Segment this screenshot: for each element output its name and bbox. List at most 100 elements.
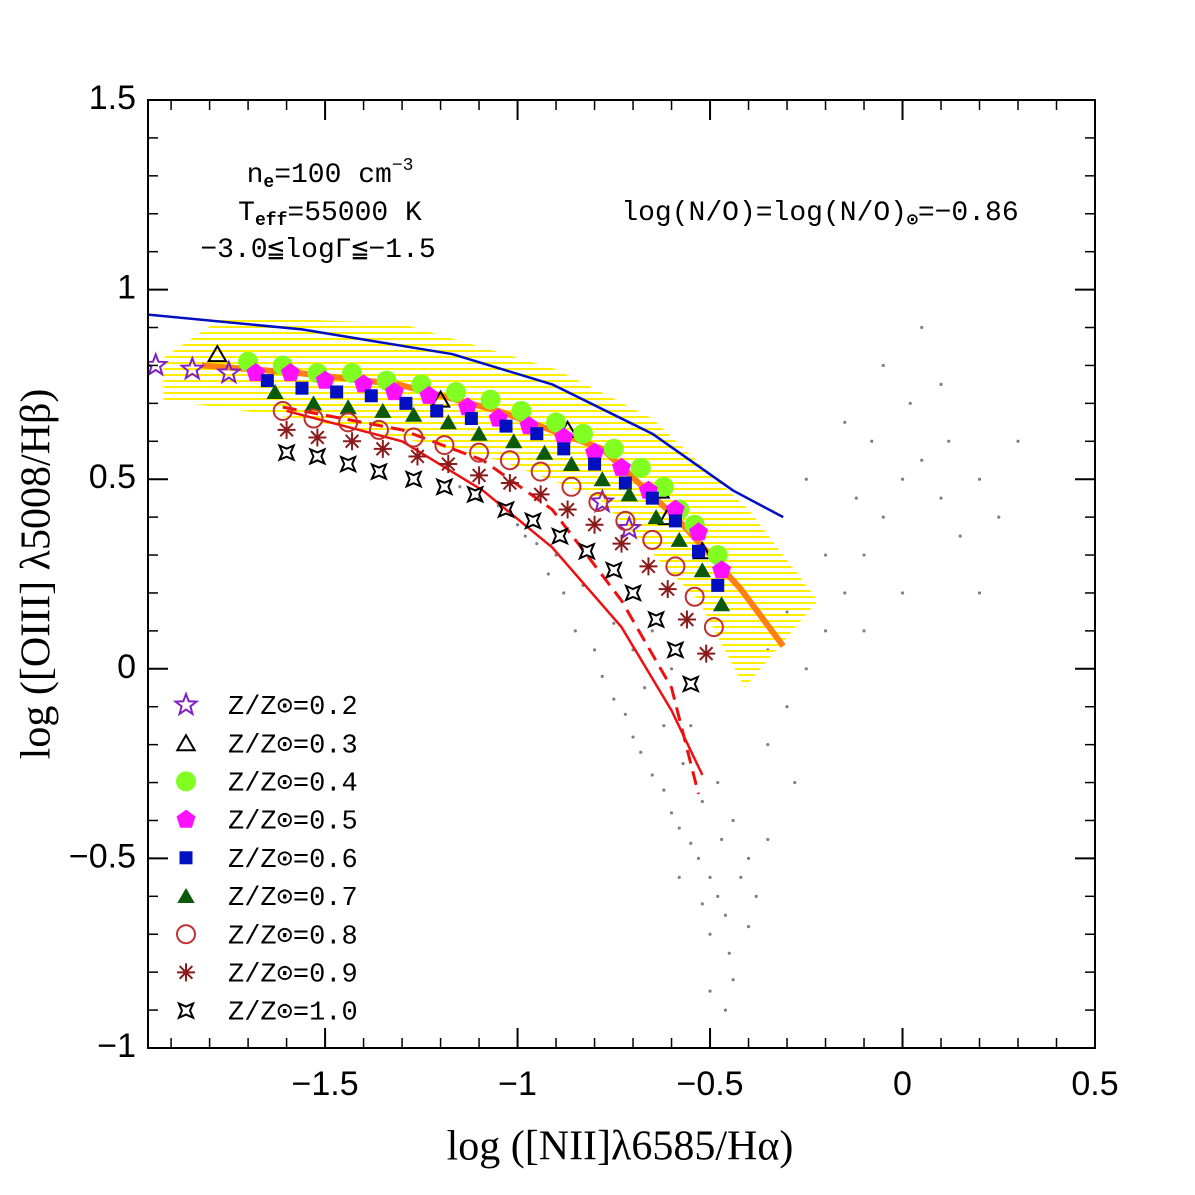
galaxy-point — [716, 894, 720, 898]
galaxy-point — [843, 420, 847, 424]
data-point — [439, 414, 457, 430]
galaxy-point — [766, 743, 770, 747]
legend-label: Z/Z⊙=1.0 — [228, 999, 358, 1029]
data-point — [530, 461, 551, 482]
galaxy-point — [920, 458, 924, 462]
data-point — [593, 471, 611, 487]
data-point — [246, 363, 266, 382]
galaxy-point — [523, 534, 527, 538]
galaxy-point — [719, 837, 724, 842]
data-point — [558, 500, 577, 519]
data-point — [658, 580, 677, 599]
data-point — [272, 400, 293, 421]
data-point — [338, 412, 359, 433]
data-point — [615, 510, 636, 531]
galaxy-point — [689, 841, 693, 845]
galaxy-point — [700, 799, 704, 804]
data-point — [430, 404, 444, 418]
data-point — [364, 389, 378, 403]
galaxy-point — [766, 837, 770, 842]
annotation-part: =100 cm — [274, 160, 392, 191]
data-point — [612, 534, 631, 553]
galaxy-point — [977, 591, 982, 595]
data-point — [689, 522, 708, 541]
legend-marker — [175, 733, 197, 752]
annotation-part: T — [238, 198, 255, 229]
data-point — [277, 420, 296, 439]
galaxy-point — [746, 925, 751, 929]
galaxy-point — [977, 477, 982, 481]
data-point — [373, 439, 392, 458]
legend-marker — [179, 851, 193, 865]
legend-label: Z/Z⊙=0.4 — [228, 770, 358, 800]
data-point — [464, 412, 478, 426]
galaxy-point — [920, 325, 924, 330]
galaxy-point — [881, 515, 885, 519]
data-point — [585, 515, 604, 534]
galaxy-point — [939, 496, 943, 500]
galaxy-point — [662, 724, 666, 728]
galaxy-point — [997, 515, 1001, 519]
galaxy-point — [573, 629, 577, 633]
legend-marker — [176, 1001, 196, 1020]
data-point — [653, 476, 674, 497]
data-point — [419, 385, 439, 404]
data-point — [561, 476, 582, 497]
legend-marker — [172, 691, 200, 717]
data-point — [374, 402, 392, 418]
galaxy-point — [908, 401, 912, 405]
data-point — [499, 419, 513, 433]
data-point — [295, 381, 309, 395]
galaxy-point — [592, 648, 597, 652]
data-point — [354, 374, 374, 393]
legend-marker — [176, 771, 196, 792]
data-point — [642, 529, 663, 550]
data-point — [618, 476, 632, 490]
data-point — [588, 457, 602, 471]
data-point — [315, 370, 335, 389]
galaxy-point — [731, 818, 735, 823]
galaxy-point — [723, 913, 728, 917]
data-point — [531, 485, 550, 504]
data-point — [639, 557, 658, 576]
x-tick-label: 0 — [893, 1065, 912, 1103]
galaxy-point — [662, 788, 666, 792]
plot-area — [148, 313, 1020, 1012]
data-point — [588, 491, 609, 512]
data-point — [470, 425, 488, 441]
data-point — [620, 486, 638, 502]
galaxy-point — [723, 1008, 728, 1012]
legend-marker — [177, 963, 195, 982]
annotation-part: eff — [255, 211, 287, 231]
data-point — [439, 455, 458, 474]
galaxy-point — [716, 780, 720, 785]
legend-label: Z/Z⊙=0.6 — [228, 846, 358, 876]
galaxy-point — [535, 542, 539, 546]
data-point — [384, 382, 404, 401]
data-point — [260, 374, 274, 388]
data-point — [368, 419, 389, 440]
y-tick-label: 0 — [117, 648, 136, 686]
galaxy-point — [939, 382, 943, 386]
data-point — [369, 462, 388, 481]
data-point — [339, 399, 357, 415]
legend-label: Z/Z⊙=0.3 — [228, 731, 358, 761]
galaxy-point — [700, 902, 704, 906]
data-point — [677, 610, 696, 629]
annotation: −3.0≦logΓ≦−1.5 — [200, 235, 435, 266]
galaxy-point — [862, 553, 866, 557]
galaxy-point — [958, 534, 962, 538]
data-point — [666, 640, 685, 659]
data-point — [330, 385, 344, 399]
data-point — [624, 583, 643, 602]
data-point — [603, 438, 624, 459]
annotation-part: −3 — [392, 156, 414, 176]
data-point — [684, 586, 705, 607]
legend-label: Z/Z⊙=0.2 — [228, 693, 358, 723]
annotation-part: −3.0≦logΓ≦−1.5 — [200, 235, 435, 266]
galaxy-point — [862, 629, 866, 633]
data-point — [712, 560, 732, 579]
galaxy-point — [623, 712, 627, 716]
